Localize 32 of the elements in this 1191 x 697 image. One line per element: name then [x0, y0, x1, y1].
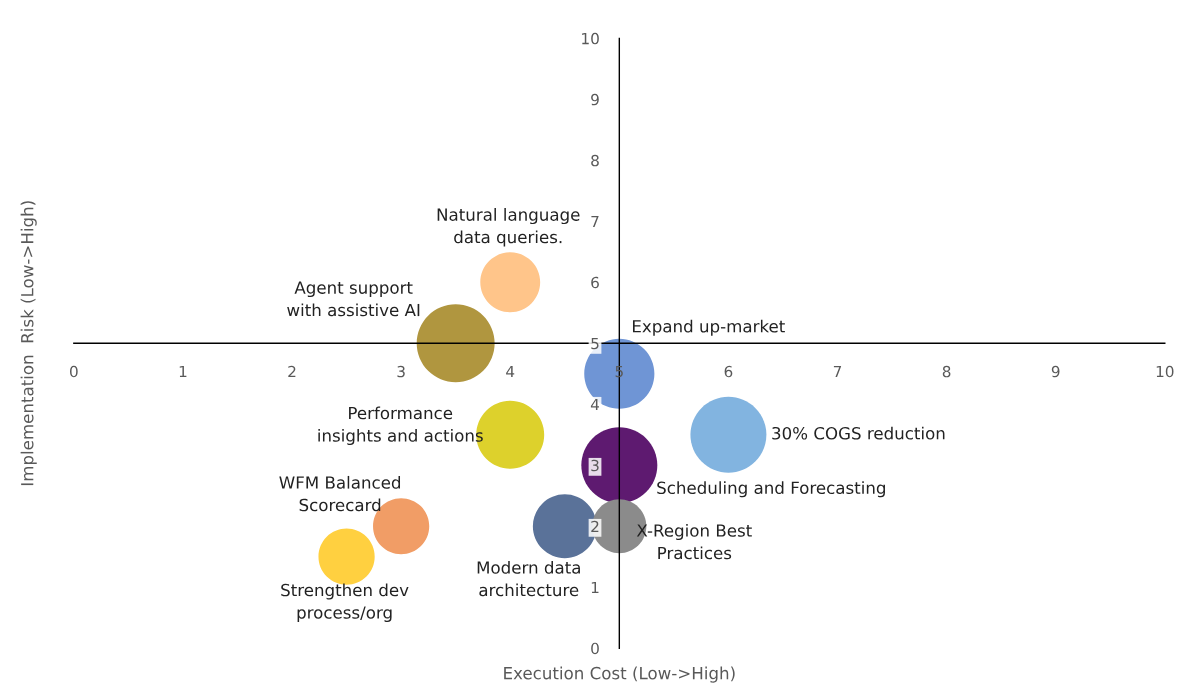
x-tick-label: 7 — [833, 365, 842, 378]
y-tick-label: 4 — [590, 398, 600, 411]
x-tick-label: 4 — [506, 365, 515, 378]
series-label: Agent support with assistive AI — [287, 281, 420, 317]
y-tick-label: 1 — [591, 581, 599, 594]
x-tick-label: 6 — [724, 365, 733, 378]
y-tick-label: 7 — [591, 215, 599, 228]
x-tick-label: 1 — [179, 365, 187, 378]
series-label: Scheduling and Forecasting — [657, 481, 885, 498]
x-tick-label: 10 — [1156, 365, 1174, 378]
x-tick-label: 2 — [288, 365, 296, 378]
series-label: WFM Balanced Scorecard — [279, 475, 401, 512]
y-axis-title: Implementation Risk (Low->High) — [20, 201, 37, 486]
y-tick-label: 3 — [591, 459, 599, 472]
y-tick-label: 5 — [591, 337, 599, 350]
series-label: Strengthen dev process/org — [281, 583, 409, 623]
x-tick-label: 8 — [942, 365, 951, 378]
series-label: X-Region Best Practices — [636, 523, 752, 560]
y-tick-label: 6 — [591, 276, 599, 289]
x-tick-label: 9 — [1051, 365, 1060, 378]
y-tick-label: 2 — [591, 520, 599, 533]
y-tick-label: 0 — [591, 642, 599, 655]
series-label: Expand up-market — [632, 319, 785, 336]
series-label: 30% COGS reduction — [772, 426, 945, 440]
x-axis-title: Execution Cost (Low->High) — [504, 666, 735, 683]
series-label: Modern data architecture — [477, 560, 580, 597]
y-tick-label: 8 — [591, 154, 599, 167]
x-tick-label: 3 — [397, 365, 405, 378]
y-tick-label: 9 — [591, 93, 599, 106]
x-tick-label: 0 — [69, 365, 78, 378]
series-label: Natural language data queries. — [437, 207, 580, 247]
y-tick-label: 10 — [582, 32, 599, 45]
